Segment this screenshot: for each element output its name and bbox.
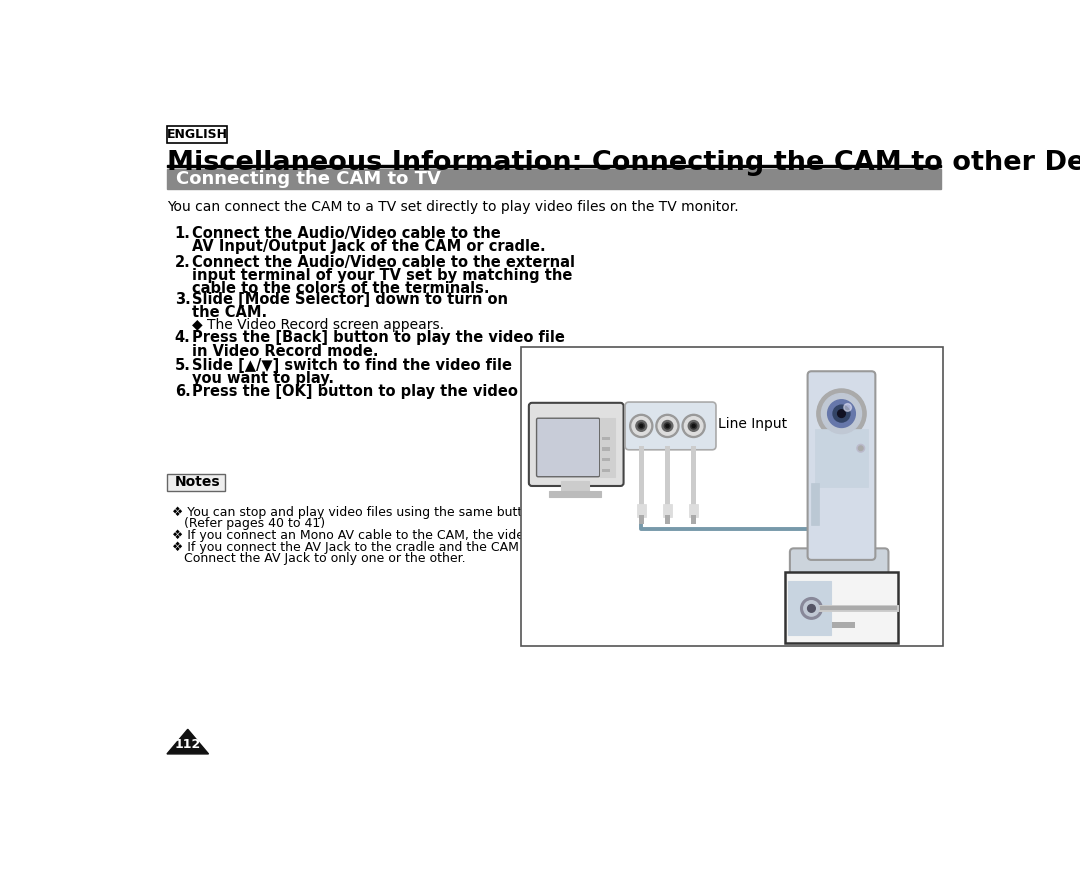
Bar	[788, 582, 831, 635]
Bar	[833, 621, 855, 627]
Circle shape	[859, 446, 863, 451]
Bar	[639, 515, 644, 524]
Circle shape	[692, 424, 696, 428]
Bar	[665, 515, 670, 524]
Circle shape	[636, 421, 647, 431]
Text: Connect the Audio/Video cable to the: Connect the Audio/Video cable to the	[191, 225, 500, 241]
FancyBboxPatch shape	[537, 418, 599, 477]
FancyBboxPatch shape	[167, 473, 226, 491]
Circle shape	[639, 424, 643, 428]
Circle shape	[658, 416, 677, 435]
Text: 3.: 3.	[175, 292, 190, 307]
Text: cable to the colors of the terminals.: cable to the colors of the terminals.	[191, 282, 489, 297]
Bar	[602, 469, 610, 472]
Text: Miscellaneous Information: Connecting the CAM to other Devices: Miscellaneous Information: Connecting th…	[167, 150, 1080, 176]
Circle shape	[804, 601, 819, 616]
Circle shape	[833, 405, 850, 422]
Text: 6.: 6.	[175, 385, 190, 400]
Text: ENGLISH: ENGLISH	[166, 128, 228, 141]
Text: Connect the Audio/Video cable to the external: Connect the Audio/Video cable to the ext…	[191, 255, 575, 270]
Circle shape	[822, 393, 862, 434]
FancyBboxPatch shape	[808, 371, 876, 560]
Circle shape	[800, 598, 822, 620]
Text: (Refer pages 40 to 41): (Refer pages 40 to 41)	[173, 517, 325, 530]
Text: you want to play.: you want to play.	[191, 371, 334, 386]
Text: the CAM.: the CAM.	[191, 305, 267, 320]
Text: input terminal of your TV set by matching the: input terminal of your TV set by matchin…	[191, 268, 572, 283]
Text: Slide [▲/▼] switch to find the video file: Slide [▲/▼] switch to find the video fil…	[191, 358, 512, 373]
Text: Slide [Mode Selector] down to turn on: Slide [Mode Selector] down to turn on	[191, 292, 508, 307]
Circle shape	[656, 414, 679, 437]
Text: 4.: 4.	[175, 330, 190, 346]
Polygon shape	[167, 730, 208, 754]
FancyBboxPatch shape	[167, 126, 227, 143]
Bar	[599, 418, 616, 477]
Bar	[811, 483, 819, 525]
Text: Press the [Back] button to play the video file: Press the [Back] button to play the vide…	[191, 330, 565, 346]
Bar	[549, 490, 602, 496]
Circle shape	[662, 421, 673, 431]
Circle shape	[838, 410, 846, 417]
Text: in Video Record mode.: in Video Record mode.	[191, 343, 378, 358]
Bar	[167, 169, 941, 189]
FancyBboxPatch shape	[529, 403, 623, 486]
Circle shape	[856, 444, 865, 452]
FancyBboxPatch shape	[784, 572, 899, 643]
Bar	[167, 165, 941, 167]
Text: Line Input: Line Input	[718, 417, 787, 431]
Bar	[806, 605, 812, 607]
Circle shape	[690, 422, 697, 429]
Circle shape	[816, 389, 866, 438]
Circle shape	[683, 414, 705, 437]
Text: 1.: 1.	[175, 225, 190, 241]
Text: AV Input/Output Jack of the CAM or cradle.: AV Input/Output Jack of the CAM or cradl…	[191, 238, 545, 253]
Circle shape	[632, 416, 650, 435]
Bar	[691, 515, 696, 524]
Circle shape	[808, 605, 815, 612]
FancyBboxPatch shape	[789, 548, 889, 616]
Bar	[689, 504, 699, 517]
Bar	[665, 446, 670, 506]
Circle shape	[688, 421, 699, 431]
Circle shape	[827, 400, 855, 428]
Circle shape	[666, 424, 669, 428]
Circle shape	[843, 404, 851, 411]
Bar	[815, 429, 867, 487]
FancyBboxPatch shape	[522, 348, 943, 646]
Bar	[804, 595, 820, 606]
Circle shape	[664, 422, 671, 429]
Bar	[639, 446, 644, 506]
Bar	[637, 504, 646, 517]
Bar	[691, 446, 696, 506]
Bar	[663, 504, 672, 517]
Text: Notes: Notes	[175, 475, 220, 489]
Text: Connect the AV Jack to only one or the other.: Connect the AV Jack to only one or the o…	[173, 553, 465, 565]
Text: ❖ If you connect an Mono AV cable to the CAM, the video file cannot be played.: ❖ If you connect an Mono AV cable to the…	[173, 529, 672, 542]
Circle shape	[685, 416, 703, 435]
Text: ◆ The Video Record screen appears.: ◆ The Video Record screen appears.	[191, 318, 444, 332]
Text: 2.: 2.	[175, 255, 190, 270]
Text: ❖ You can stop and play video files using the same button as used for playing vi: ❖ You can stop and play video files usin…	[173, 506, 932, 519]
Text: You can connect the CAM to a TV set directly to play video files on the TV monit: You can connect the CAM to a TV set dire…	[167, 200, 739, 214]
FancyBboxPatch shape	[625, 402, 716, 450]
Text: ❖ If you connect the AV Jack to the cradle and the CAM simultaneously, AV output: ❖ If you connect the AV Jack to the crad…	[173, 541, 849, 554]
Circle shape	[630, 414, 652, 437]
Circle shape	[638, 422, 645, 429]
Bar	[602, 458, 610, 461]
Bar	[602, 436, 610, 440]
Bar	[602, 447, 610, 451]
Text: Connecting the CAM to TV: Connecting the CAM to TV	[176, 170, 441, 187]
Text: Press the [OK] button to play the video file.: Press the [OK] button to play the video …	[191, 385, 555, 400]
Text: 5.: 5.	[175, 358, 190, 373]
Bar	[562, 481, 589, 492]
Text: 112: 112	[175, 738, 201, 752]
